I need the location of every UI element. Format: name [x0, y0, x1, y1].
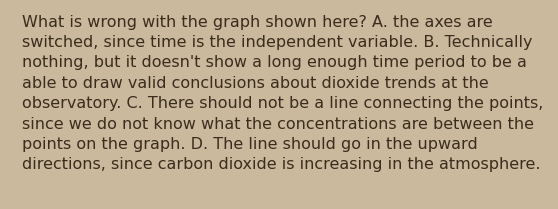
Text: What is wrong with the graph shown here? A. the axes are
switched, since time is: What is wrong with the graph shown here?… — [22, 15, 543, 172]
